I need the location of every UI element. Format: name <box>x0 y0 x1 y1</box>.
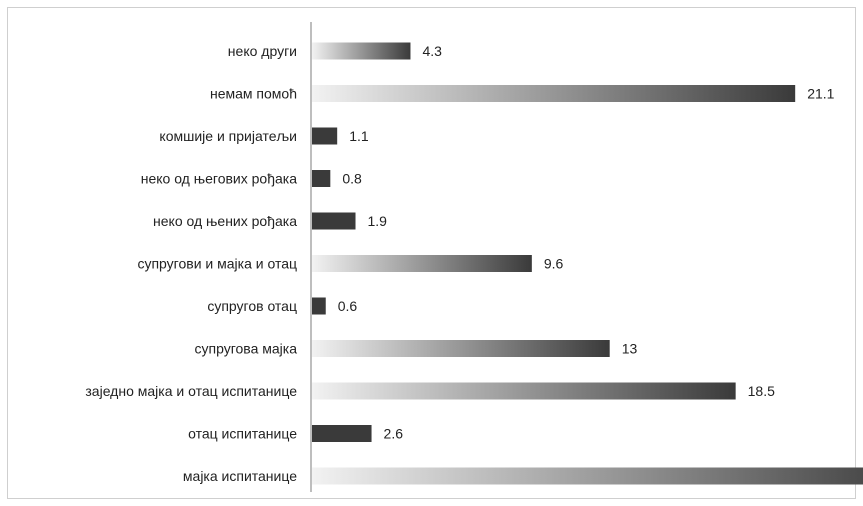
category-label: супругови и мајка и отац <box>137 256 297 272</box>
bar <box>312 297 326 315</box>
data-label: 1.9 <box>368 213 388 229</box>
bar <box>312 255 532 272</box>
category-label: супругов отац <box>207 298 297 314</box>
category-label: неко од његових рођака <box>141 171 297 187</box>
bar <box>312 85 796 102</box>
category-label: мајка испитанице <box>183 468 297 484</box>
bar <box>312 382 736 400</box>
category-label: отац испитанице <box>188 426 297 442</box>
data-label: 0.8 <box>342 171 362 187</box>
category-label: комшије и пријатељи <box>159 128 297 144</box>
data-label: 21.1 <box>807 86 834 102</box>
data-label: 1.1 <box>349 128 369 144</box>
category-label: неко од њених рођака <box>153 213 297 229</box>
bar <box>312 42 411 60</box>
bar <box>312 127 338 145</box>
chart-frame <box>7 7 856 499</box>
data-label: 0.6 <box>338 298 358 314</box>
data-label: 9.6 <box>544 256 564 272</box>
bar-series: неко други 4.3 немам помоћ 21.1 комшије и пр… <box>85 42 863 485</box>
bar <box>312 425 372 442</box>
category-label: супругова мајка <box>195 341 298 357</box>
data-label: 18.5 <box>748 383 775 399</box>
bar <box>312 467 863 485</box>
data-label: 4.3 <box>422 43 442 59</box>
data-label: 13 <box>622 341 638 357</box>
category-label: немам помоћ <box>210 86 297 102</box>
bar <box>312 340 610 357</box>
category-label: заједно мајка и отац испитанице <box>85 383 297 399</box>
bar <box>312 170 331 187</box>
data-label: 2.6 <box>384 426 404 442</box>
category-label: неко други <box>228 43 297 59</box>
bar <box>312 212 356 230</box>
